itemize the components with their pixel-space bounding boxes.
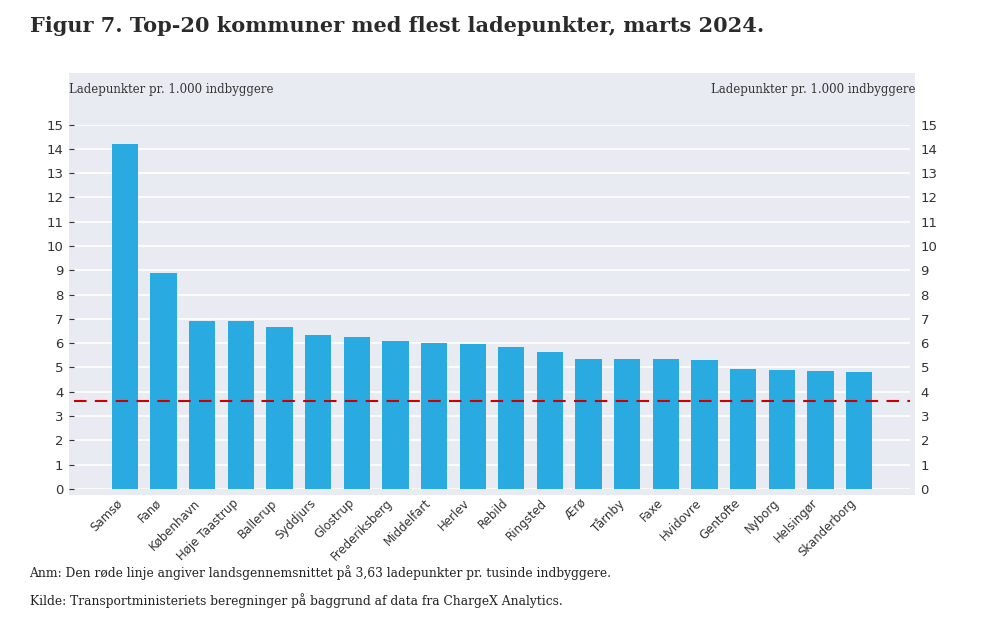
Bar — [382, 341, 408, 489]
Bar — [343, 337, 370, 489]
Bar — [537, 351, 563, 489]
Bar — [112, 144, 138, 489]
Bar — [614, 359, 641, 489]
Text: Anm: Den røde linje angiver landsgennemsnittet på 3,63 ladepunkter pr. tusinde i: Anm: Den røde linje angiver landsgennems… — [30, 566, 611, 580]
Bar — [151, 273, 177, 489]
Bar — [652, 359, 679, 489]
Bar — [807, 371, 833, 489]
Bar — [189, 321, 215, 489]
Bar — [498, 347, 524, 489]
Text: Kilde: Transportministeriets beregninger på baggrund af data fra ChargeX Analyti: Kilde: Transportministeriets beregninger… — [30, 593, 562, 608]
Bar — [846, 373, 872, 489]
Bar — [421, 343, 447, 489]
Bar — [227, 321, 254, 489]
Text: Ladepunkter pr. 1.000 indbyggere: Ladepunkter pr. 1.000 indbyggere — [710, 83, 915, 96]
Bar — [460, 344, 486, 489]
Bar — [576, 359, 602, 489]
Text: Figur 7. Top-20 kommuner med flest ladepunkter, marts 2024.: Figur 7. Top-20 kommuner med flest ladep… — [30, 16, 764, 36]
Bar — [692, 360, 717, 489]
Text: Ladepunkter pr. 1.000 indbyggere: Ladepunkter pr. 1.000 indbyggere — [69, 83, 274, 96]
Bar — [730, 369, 757, 489]
Bar — [305, 335, 332, 489]
Bar — [769, 370, 795, 489]
Bar — [267, 327, 292, 489]
